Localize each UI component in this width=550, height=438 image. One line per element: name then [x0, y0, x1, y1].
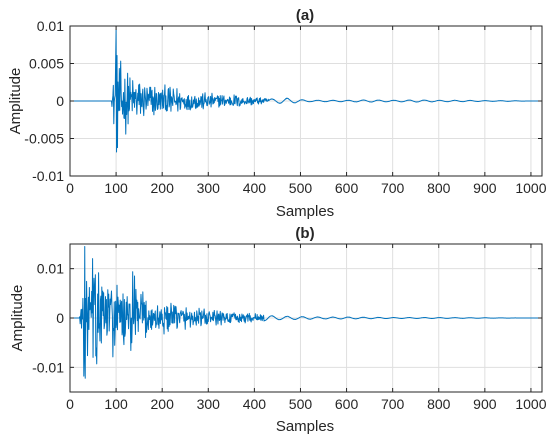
chart-a-xtick-label: 800 — [427, 180, 451, 196]
chart-a-ytick-label: -0.005 — [24, 131, 64, 147]
chart-a-xtick-label: 300 — [197, 180, 221, 196]
chart-b-title: (b) — [295, 225, 314, 242]
chart-a-xtick-label: 200 — [151, 180, 175, 196]
chart-b-xtick-label: 1000 — [515, 396, 546, 412]
chart-b-signal-line — [69, 245, 543, 379]
chart-b-ylabel: Amplitude — [9, 285, 26, 352]
chart-a-xtick-label: 0 — [66, 180, 74, 196]
chart-a-ytick-label: 0.01 — [37, 18, 64, 34]
chart-b-ytick-label: 0.01 — [37, 261, 64, 277]
chart-b-ytick-label: 0 — [56, 310, 64, 326]
chart-a-xtick-label: 900 — [473, 180, 497, 196]
chart-b-xtick-label: 800 — [427, 396, 451, 412]
chart-a-xtick-label: 600 — [335, 180, 359, 196]
chart-b-ytick-label: -0.01 — [32, 359, 64, 375]
chart-b-xtick-label: 100 — [104, 396, 128, 412]
chart-a: (a) Amplitude Samples 0 100 200 300 400 500 60… — [7, 7, 547, 220]
chart-a-title: (a) — [296, 7, 314, 24]
chart-b-xtick-label: 0 — [66, 396, 74, 412]
chart-a-xtick-label: 700 — [381, 180, 405, 196]
chart-b-xlabel: Samples — [276, 418, 334, 435]
chart-a-signal-line — [69, 29, 543, 153]
chart-b-xtick-label: 600 — [335, 396, 359, 412]
chart-a-xtick-label: 100 — [104, 180, 128, 196]
chart-a-xlabel: Samples — [276, 203, 334, 220]
chart-a-ytick-label: 0.005 — [29, 56, 64, 72]
chart-b-xtick-label: 900 — [473, 396, 497, 412]
chart-a-ytick-label: -0.01 — [32, 168, 64, 184]
chart-b: (b) Amplitude Samples 0 100 200 300 400 500 60… — [9, 225, 547, 435]
chart-a-xtick-label: 400 — [243, 180, 267, 196]
chart-b-xtick-label: 300 — [197, 396, 221, 412]
chart-a-ylabel: Amplitude — [7, 68, 24, 135]
chart-b-xtick-label: 500 — [289, 396, 313, 412]
chart-b-xtick-label: 200 — [151, 396, 175, 412]
chart-b-xtick-label: 700 — [381, 396, 405, 412]
chart-b-xtick-label: 400 — [243, 396, 267, 412]
chart-a-xtick-label: 1000 — [515, 180, 546, 196]
chart-a-ytick-label: 0 — [56, 93, 64, 109]
chart-a-xtick-label: 500 — [289, 180, 313, 196]
